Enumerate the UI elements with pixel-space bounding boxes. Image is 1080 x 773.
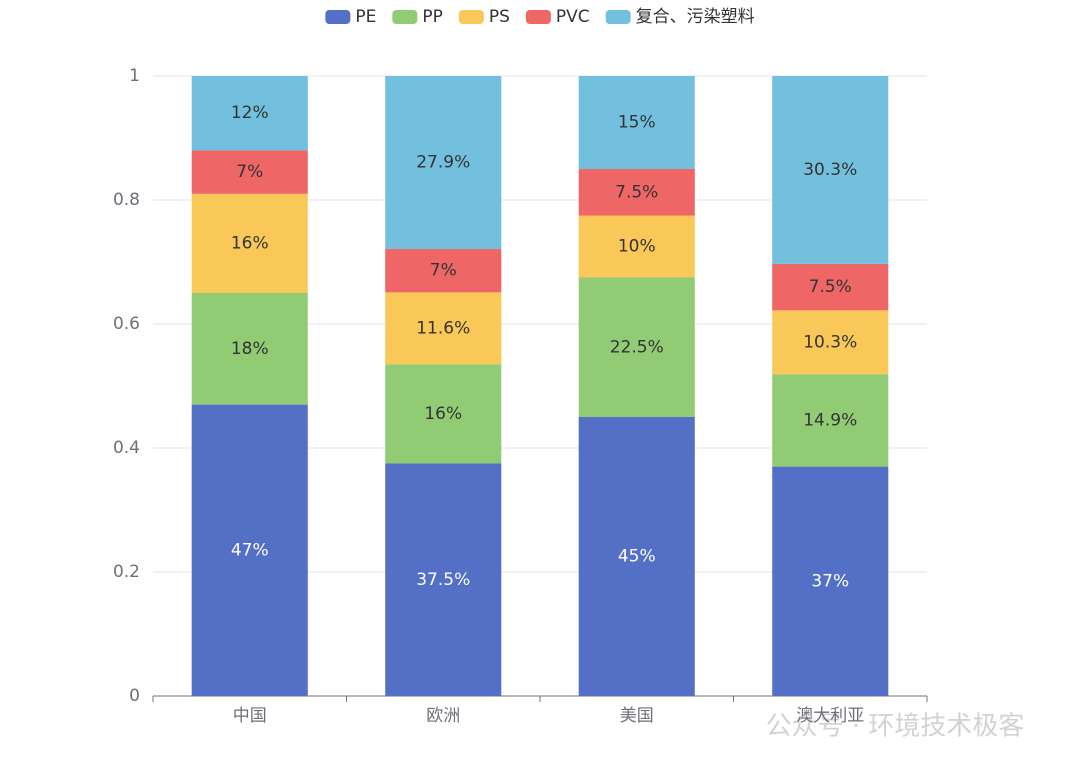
data-label: 12%	[231, 103, 269, 123]
bar-segment	[385, 463, 502, 696]
data-label: 15%	[618, 113, 656, 133]
y-tick-label: 0.8	[113, 190, 140, 210]
data-label: 27.9%	[416, 152, 470, 172]
data-label: 11.6%	[416, 318, 470, 338]
data-label: 10%	[618, 237, 656, 257]
data-label: 18%	[231, 339, 269, 359]
bar-segment	[191, 76, 308, 151]
legend-swatch	[325, 10, 351, 24]
y-tick-label: 0.2	[113, 562, 140, 582]
data-label: 37%	[811, 571, 849, 591]
data-label: 7.5%	[809, 277, 852, 297]
bar-segment	[385, 76, 502, 249]
bar-segment	[191, 293, 308, 405]
bar-segment	[578, 277, 695, 417]
y-tick-label: 0	[129, 686, 140, 706]
legend-swatch	[458, 10, 484, 24]
bar-segment	[578, 76, 695, 169]
data-label: 47%	[231, 540, 269, 560]
bar-segment	[385, 364, 502, 464]
legend: PE PP PS PVC 复合、污染塑料	[325, 7, 755, 27]
legend-label: PP	[422, 7, 443, 27]
data-label: 10.3%	[803, 332, 857, 352]
data-label: 16%	[424, 404, 462, 424]
bar-segment	[385, 292, 502, 365]
legend-swatch	[392, 10, 418, 24]
data-label: 14.9%	[803, 410, 857, 430]
x-tick-label: 澳大利亚	[796, 706, 864, 726]
y-tick-label: 0.6	[113, 314, 140, 334]
legend-swatch	[605, 10, 631, 24]
bar-segment	[191, 404, 308, 696]
data-label: 30.3%	[803, 160, 857, 180]
bar-segment	[772, 466, 889, 696]
data-label: 22.5%	[610, 337, 664, 357]
x-tick-label: 中国	[233, 706, 267, 726]
legend-label: 复合、污染塑料	[636, 7, 755, 27]
y-tick-label: 1	[129, 66, 140, 86]
data-label: 45%	[618, 547, 656, 567]
bar-segment	[772, 374, 889, 467]
legend-label: PS	[489, 7, 510, 27]
y-tick-label: 0.4	[113, 438, 140, 458]
bar-segment	[578, 215, 695, 278]
data-label: 7%	[236, 162, 263, 182]
bar-segment	[772, 76, 889, 264]
data-label: 37.5%	[416, 570, 470, 590]
bar-segment	[578, 417, 695, 696]
bar-segment	[772, 263, 889, 311]
bar-segment	[191, 150, 308, 194]
watermark: 公众号 · 环境技术极客	[766, 712, 1025, 742]
bar-segment	[772, 310, 889, 375]
x-tick-label: 美国	[620, 706, 654, 726]
legend-label: PVC	[556, 7, 590, 27]
x-tick-label: 欧洲	[426, 706, 460, 726]
data-label: 16%	[231, 233, 269, 253]
bar-segment	[578, 169, 695, 216]
data-label: 7%	[430, 261, 457, 281]
data-label: 7.5%	[615, 182, 658, 202]
bar-segment	[191, 193, 308, 293]
bar-segment	[385, 248, 502, 293]
legend-swatch	[525, 10, 551, 24]
legend-label: PE	[355, 7, 376, 27]
